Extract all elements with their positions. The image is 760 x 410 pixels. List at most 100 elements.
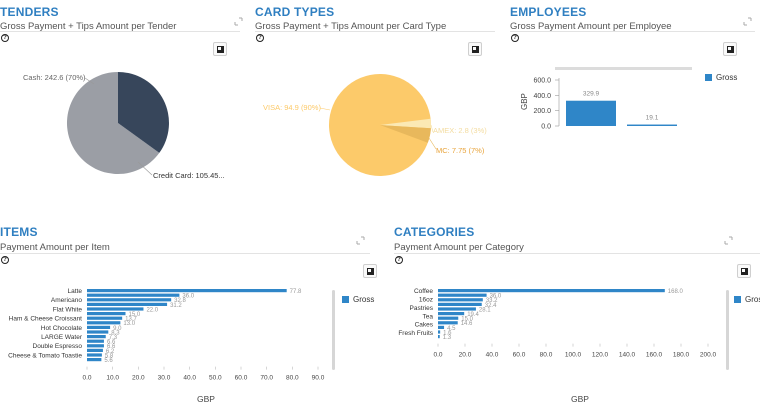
item-bar[interactable] — [87, 298, 172, 302]
help-circle-icon[interactable]: ? — [256, 34, 264, 42]
x-tick-label: 70.0 — [260, 375, 273, 382]
bar-value-label: 15.0 — [461, 317, 473, 323]
employees-subtitle: Gross Payment Amount per Employee — [510, 21, 672, 32]
item-bar[interactable] — [87, 339, 104, 343]
x-tick-label: 0.0 — [433, 352, 442, 359]
item-bar[interactable] — [438, 325, 445, 329]
pie-slice-credit-card[interactable] — [118, 72, 169, 153]
employee-bar[interactable] — [627, 124, 677, 126]
image-export-icon — [472, 46, 479, 53]
categories-legend[interactable]: Gross — [734, 295, 760, 304]
item-bar[interactable] — [438, 298, 483, 302]
items-subtitle: Payment Amount per Item — [0, 242, 110, 253]
employees-y-axis: 600.0 400.0 200.0 0.0 — [533, 78, 560, 131]
item-bar[interactable] — [438, 293, 487, 297]
x-tick-label: 100.0 — [565, 352, 582, 359]
item-bar[interactable] — [438, 316, 459, 320]
credit-leader-line — [137, 161, 153, 176]
x-tick-label: 20.0 — [132, 375, 145, 382]
expand-icon[interactable] — [234, 17, 243, 26]
item-bar[interactable] — [438, 321, 458, 325]
pie-label-credit-card: Credit Card: 105.45... — [153, 171, 225, 180]
image-export-button[interactable] — [213, 42, 227, 56]
legend-swatch — [342, 296, 349, 303]
bar-value-label: 22.0 — [146, 307, 158, 313]
item-bar[interactable] — [87, 316, 123, 320]
item-bar[interactable] — [87, 307, 144, 311]
items-x-axis: 0.0 10.0 20.0 30.0 40.0 50.0 60.0 70.0 80.0 90.0 — [82, 366, 325, 382]
x-tick-label: 120.0 — [592, 352, 609, 359]
pie-slice-amex[interactable] — [380, 118, 431, 129]
card-types-panel: CARD TYPES Gross Payment + Tips Amount p… — [255, 0, 505, 205]
employee-bar[interactable] — [566, 100, 616, 126]
items-x-axis-title: GBP — [197, 394, 215, 404]
category-label: Ham & Cheese Croissant — [9, 316, 83, 323]
pie-slice-mc[interactable] — [380, 125, 431, 143]
item-bar[interactable] — [438, 312, 465, 316]
item-bar[interactable] — [438, 307, 476, 311]
help-circle-icon[interactable]: ? — [395, 256, 403, 264]
item-bar[interactable] — [438, 302, 482, 306]
bar-value-label: 77.8 — [290, 289, 302, 295]
image-export-icon — [727, 46, 734, 53]
legend-swatch — [734, 296, 741, 303]
image-export-icon — [217, 46, 224, 53]
expand-icon[interactable] — [356, 236, 365, 245]
expand-icon[interactable] — [724, 236, 733, 245]
help-circle-icon[interactable]: ? — [1, 256, 9, 264]
legend-label: Gross — [353, 295, 375, 304]
tenders-subtitle: Gross Payment + Tips Amount per Tender — [0, 21, 177, 32]
bar-value-label: 329.9 — [583, 91, 600, 98]
y-tick-label: 200.0 — [533, 108, 551, 115]
bar-value-label: 4.5 — [447, 326, 456, 332]
item-bar[interactable] — [438, 289, 665, 293]
item-bar[interactable] — [87, 289, 287, 293]
item-bar[interactable] — [87, 344, 104, 348]
item-bar[interactable] — [87, 335, 106, 339]
item-bar[interactable] — [87, 302, 168, 306]
chart-scrollbar[interactable] — [555, 67, 692, 70]
item-bar[interactable] — [438, 330, 441, 334]
employees-legend[interactable]: Gross — [705, 73, 737, 82]
item-bar[interactable] — [87, 325, 111, 329]
help-circle-icon[interactable]: ? — [511, 34, 519, 42]
x-tick-label: 90.0 — [312, 375, 325, 382]
image-export-button[interactable] — [737, 264, 751, 278]
items-bar-chart: Latte Americano Flat White Ham & Cheese Cro… — [8, 288, 325, 382]
help-circle-icon[interactable]: ? — [1, 34, 9, 42]
category-label: LARGE Water — [41, 334, 83, 341]
x-tick-label: 60.0 — [235, 375, 248, 382]
item-bar[interactable] — [87, 330, 109, 334]
item-bar[interactable] — [87, 353, 102, 357]
tenders-divider — [0, 31, 240, 32]
items-chart-scrollbar[interactable] — [332, 290, 335, 370]
item-bar[interactable] — [87, 358, 102, 362]
category-label: Flat White — [53, 306, 83, 313]
item-bar[interactable] — [87, 312, 126, 316]
category-label: Coffee — [414, 288, 433, 295]
x-tick-label: 80.0 — [540, 352, 553, 359]
y-tick-label: 0.0 — [541, 124, 551, 131]
image-export-button[interactable] — [468, 42, 482, 56]
category-label: Cakes — [415, 322, 434, 329]
bar-value-label: 36.0 — [490, 294, 502, 300]
item-bar[interactable] — [87, 321, 121, 325]
pie-label-cash: Cash: 242.6 (70%) — [23, 73, 86, 82]
expand-icon[interactable] — [743, 17, 752, 26]
employees-bars: 329.9 19.1 — [566, 91, 677, 126]
image-export-button[interactable] — [363, 264, 377, 278]
bar-value-label: 8.3 — [111, 330, 120, 336]
item-bar[interactable] — [87, 348, 103, 352]
image-export-button[interactable] — [723, 42, 737, 56]
item-bar[interactable] — [87, 293, 180, 297]
pie-slice-cash[interactable] — [66, 72, 160, 174]
pie-label-mc: MC: 7.75 (7%) — [436, 146, 485, 155]
card-types-subtitle: Gross Payment + Tips Amount per Card Typ… — [255, 21, 447, 32]
item-bar[interactable] — [438, 335, 440, 339]
items-legend[interactable]: Gross — [342, 295, 374, 304]
amex-leader-line — [430, 124, 434, 133]
categories-chart-scrollbar[interactable] — [726, 290, 729, 370]
categories-x-axis: 0.0 20.0 40.0 60.0 80.0 100.0 120.0 140.0 160.0 1… — [433, 343, 717, 359]
category-label: Pastries — [410, 305, 434, 312]
